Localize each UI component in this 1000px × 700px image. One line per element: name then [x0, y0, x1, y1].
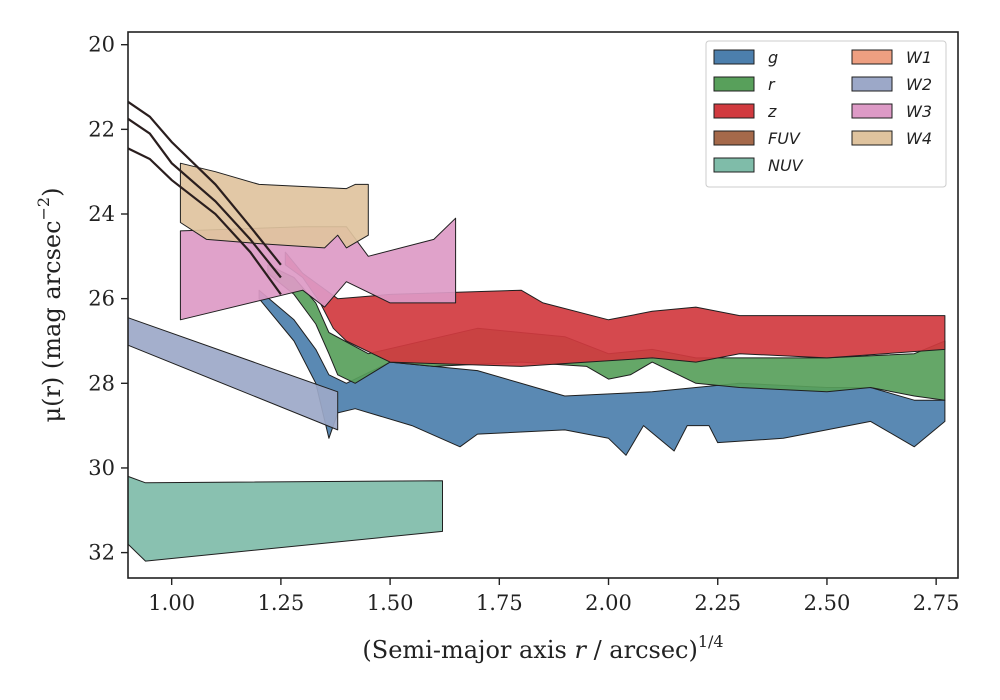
x-tick-label: 1.75	[476, 591, 523, 615]
legend-swatch-w3	[851, 103, 893, 119]
y-tick-label: 30	[88, 456, 115, 480]
legend-label-nuv: NUV	[768, 156, 804, 175]
legend-label-w1: W1	[906, 48, 932, 67]
legend-label-r: r	[768, 75, 776, 94]
y-tick-label: 24	[88, 202, 115, 226]
legend-swatch-g	[713, 49, 755, 65]
legend-swatch-w1	[851, 49, 893, 65]
legend-label-z: z	[767, 102, 777, 121]
profile-line-2	[127, 117, 282, 279]
legend-swatch-z	[713, 103, 755, 119]
profile-line-3	[127, 147, 282, 296]
x-tick-label: 2.25	[694, 591, 741, 615]
y-tick-label: 20	[88, 33, 115, 57]
legend-swatch-nuv	[713, 157, 755, 173]
legend-swatch-w4	[851, 130, 893, 146]
legend-swatch-r	[713, 76, 755, 92]
x-tick-label: 1.25	[258, 591, 305, 615]
profile-line-1	[127, 100, 282, 266]
plot-frame	[127, 31, 959, 579]
y-tick-label: 22	[88, 117, 115, 141]
y-tick-label: 26	[88, 287, 115, 311]
y-tick-label: 32	[88, 541, 115, 565]
x-tick-label: 1.00	[148, 591, 195, 615]
chart-legend: grz FUV NUV W1 W2 W3 W4	[705, 40, 947, 188]
area-g	[258, 289, 946, 456]
legend-label-w2: W2	[906, 75, 932, 94]
y-tick-label: 28	[88, 371, 115, 395]
legend-label-g: g	[768, 48, 778, 67]
legend-swatch-fuv	[713, 130, 755, 146]
x-tick-label: 1.50	[367, 591, 414, 615]
chart-axes: 1.00 1.25 1.50 1.75 2.00 2.25 2.50 2.75 20 22 24 26…	[88, 31, 960, 615]
area-w2	[127, 317, 339, 431]
legend-label-fuv: FUV	[768, 129, 801, 148]
area-nuv	[127, 475, 443, 562]
x-tick-label: 2.50	[804, 591, 851, 615]
x-tick-label: 2.75	[913, 591, 960, 615]
x-tick-label: 2.00	[585, 591, 632, 615]
x-axis-label: (Semi-major axis r / arcsec)1/4	[362, 632, 723, 664]
area-w4	[179, 162, 369, 249]
legend-swatch-w2	[851, 76, 893, 92]
profile-lines	[127, 100, 282, 296]
legend-label-w3: W3	[906, 102, 932, 121]
chart-areas	[127, 162, 946, 562]
legend-label-w4: W4	[906, 129, 932, 148]
y-axis-label: μ(r) (mag arcsec−2)	[34, 188, 66, 423]
axis-labels: (Semi-major axis r / arcsec)1/4 μ(r) (mag…	[34, 188, 724, 665]
